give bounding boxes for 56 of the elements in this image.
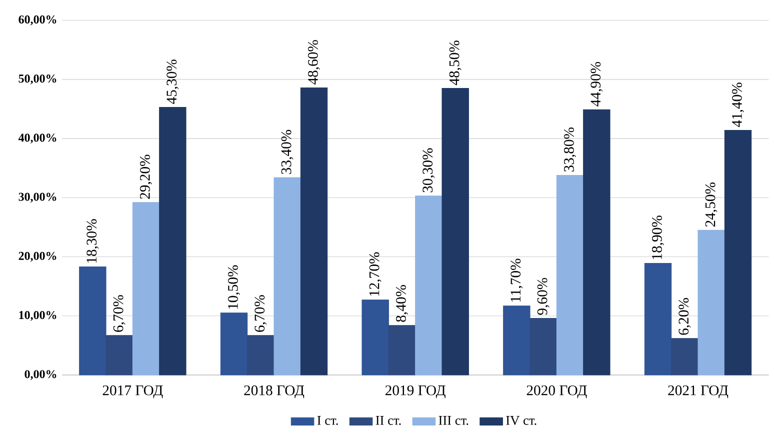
bar — [583, 109, 610, 376]
bar — [698, 230, 725, 376]
data-label: 11,70% — [510, 258, 523, 302]
bar — [442, 88, 469, 376]
bar — [274, 177, 301, 376]
data-label: 9,60% — [537, 278, 550, 315]
bar — [724, 130, 752, 376]
y-tick-label: 60,00% — [18, 15, 56, 26]
data-label: 8,40% — [396, 285, 408, 322]
data-label: 18,30% — [86, 219, 99, 263]
x-tick-label: 2017 ГОД — [102, 385, 163, 398]
data-label: 10,50% — [228, 265, 240, 309]
y-tick-label: 0,00% — [24, 370, 56, 380]
x-tick-label: 2018 ГОД — [244, 385, 304, 398]
data-label: 33,40% — [281, 130, 294, 174]
legend-label: I ст. — [317, 416, 338, 425]
data-label: 6,70% — [254, 295, 267, 332]
bar — [106, 335, 133, 376]
bar — [415, 196, 442, 376]
data-label: 44,90% — [590, 62, 603, 106]
legend-label: II ст. — [376, 416, 401, 425]
data-label: 33,80% — [564, 128, 576, 172]
y-tick-label: 10,00% — [19, 310, 56, 321]
bar — [556, 174, 584, 376]
bar — [671, 338, 698, 376]
data-label: 24,50% — [705, 182, 718, 227]
data-label: 30,30% — [422, 148, 435, 192]
bar — [132, 202, 160, 376]
data-label: 12,70% — [369, 252, 382, 296]
y-tick-label: 30,00% — [18, 192, 56, 203]
data-label: 45,30% — [166, 60, 179, 104]
legend-label: III ст. — [438, 416, 468, 425]
bar — [388, 325, 416, 376]
y-tick-label: 20,00% — [18, 252, 56, 262]
data-label: 6,70% — [113, 295, 126, 332]
bar — [300, 87, 328, 376]
bar — [79, 266, 106, 376]
data-label: 6,20% — [678, 298, 691, 335]
data-label: 29,20% — [140, 154, 152, 199]
bar — [220, 312, 248, 376]
bar — [644, 263, 672, 376]
x-tick-label: 2019 ГОД — [385, 385, 446, 398]
bar — [362, 300, 389, 376]
y-tick-label: 50,00% — [18, 74, 56, 84]
data-label: 18,90% — [652, 216, 664, 260]
data-label: 48,60% — [308, 40, 320, 84]
x-tick-label: 2020 ГОД — [526, 385, 587, 398]
bar — [247, 335, 274, 376]
bar — [503, 306, 530, 376]
bar — [159, 106, 186, 376]
legend-label: IV ст. — [506, 416, 536, 426]
data-label: 48,50% — [449, 40, 462, 86]
x-tick-label: 2021 ГОД — [668, 385, 728, 398]
y-tick-label: 40,00% — [18, 134, 56, 144]
bar — [530, 318, 557, 376]
data-label: 41,40% — [732, 82, 744, 128]
